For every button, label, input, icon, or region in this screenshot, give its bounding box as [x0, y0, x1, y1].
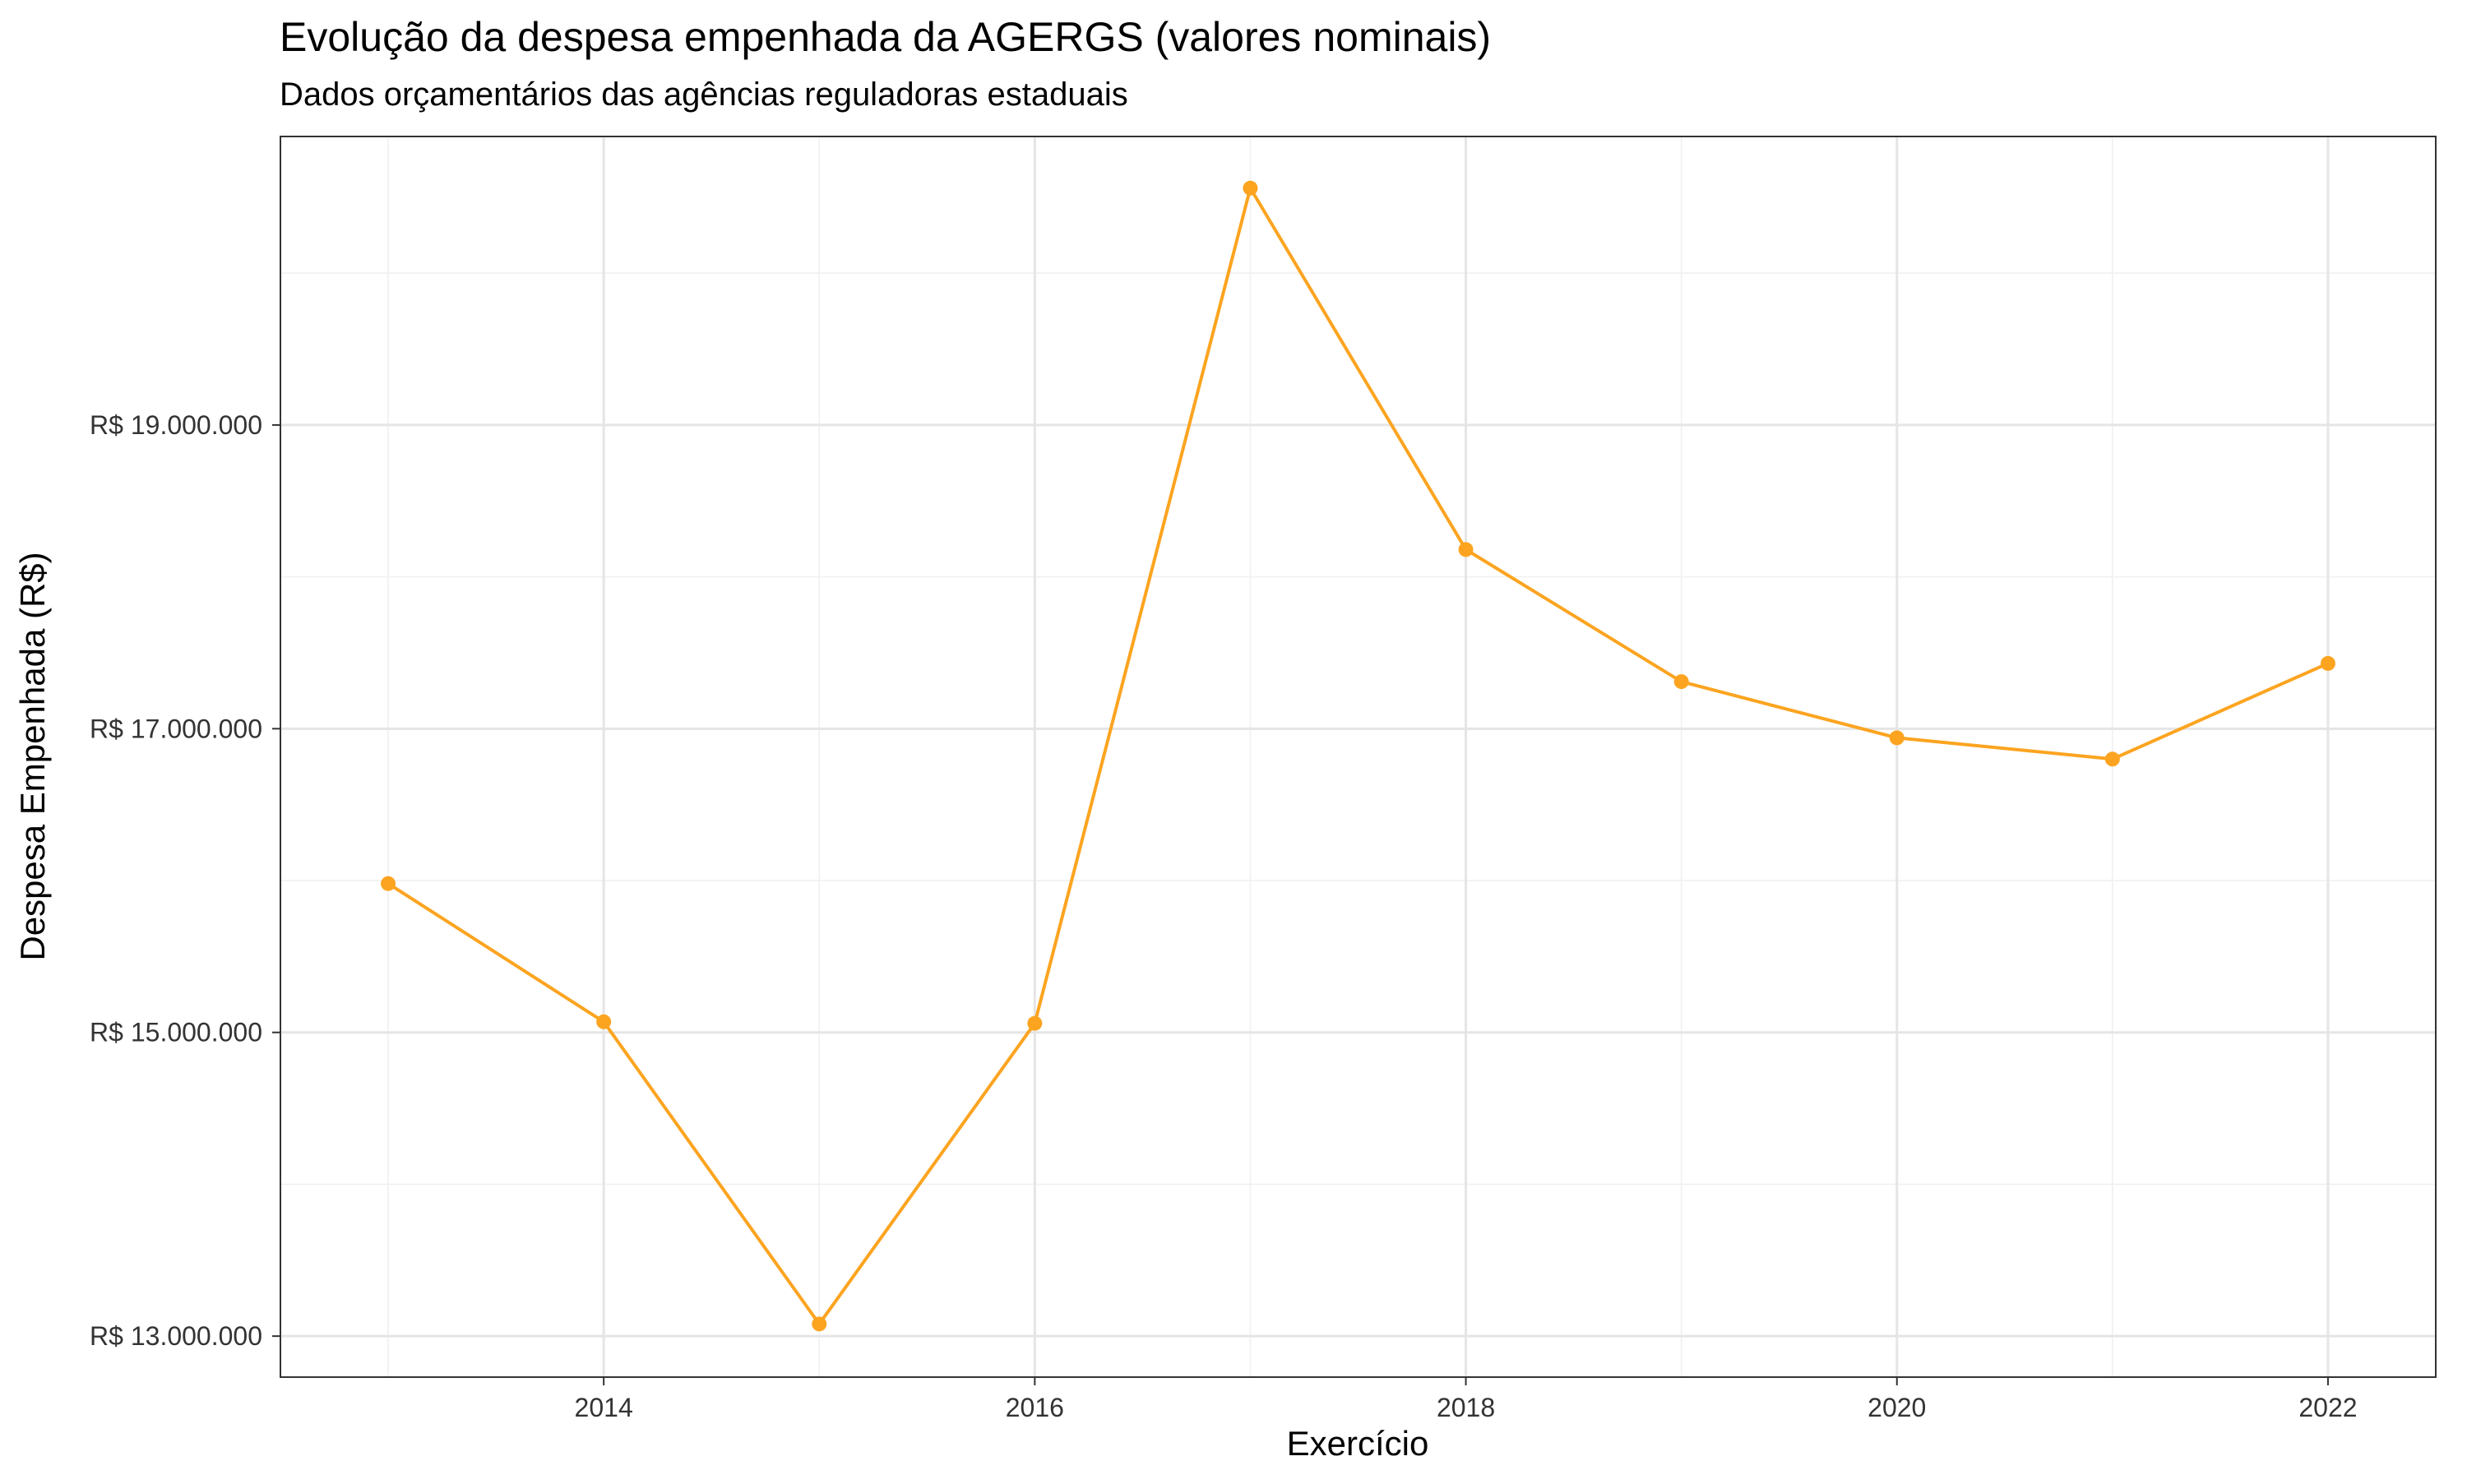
x-tick-label: 2014	[575, 1393, 633, 1422]
x-tick-label: 2020	[1868, 1393, 1926, 1422]
y-axis-title: Despesa Empenhada (R$)	[13, 552, 52, 960]
chart-title: Evolução da despesa empenhada da AGERGS …	[280, 14, 1491, 60]
major-gridlines	[280, 136, 2436, 1377]
series-line	[386, 186, 2329, 1326]
data-point-2017	[1243, 180, 1258, 196]
x-tick-label: 2016	[1006, 1393, 1064, 1422]
data-point-2019	[1673, 674, 1689, 690]
x-tick-label: 2018	[1437, 1393, 1495, 1422]
series-layer	[381, 180, 2335, 1332]
data-point-2014	[596, 1014, 612, 1029]
y-tick-label: R$ 19.000.000	[90, 410, 262, 440]
x-axis-title: Exercício	[1287, 1424, 1429, 1463]
chart-subtitle: Dados orçamentários das agências regulad…	[280, 76, 1128, 113]
data-point-2016	[1027, 1015, 1043, 1031]
data-point-2022	[2320, 655, 2335, 671]
data-point-2013	[381, 876, 396, 891]
y-axis: R$ 13.000.000 R$ 15.000.000 R$ 17.000.000 R…	[90, 410, 280, 1351]
y-tick-label: R$ 17.000.000	[90, 714, 262, 743]
data-point-2020	[1889, 730, 1905, 746]
x-tick-label: 2022	[2298, 1393, 2357, 1422]
data-point-2021	[2104, 751, 2120, 767]
x-axis: 2014 2016 2018 2020 2022	[575, 1377, 2358, 1422]
y-tick-label: R$ 13.000.000	[90, 1321, 262, 1351]
data-point-2015	[812, 1316, 827, 1332]
plot-panel-border	[280, 136, 2437, 1378]
y-tick-label: R$ 15.000.000	[90, 1018, 262, 1047]
data-point-2018	[1458, 542, 1474, 557]
